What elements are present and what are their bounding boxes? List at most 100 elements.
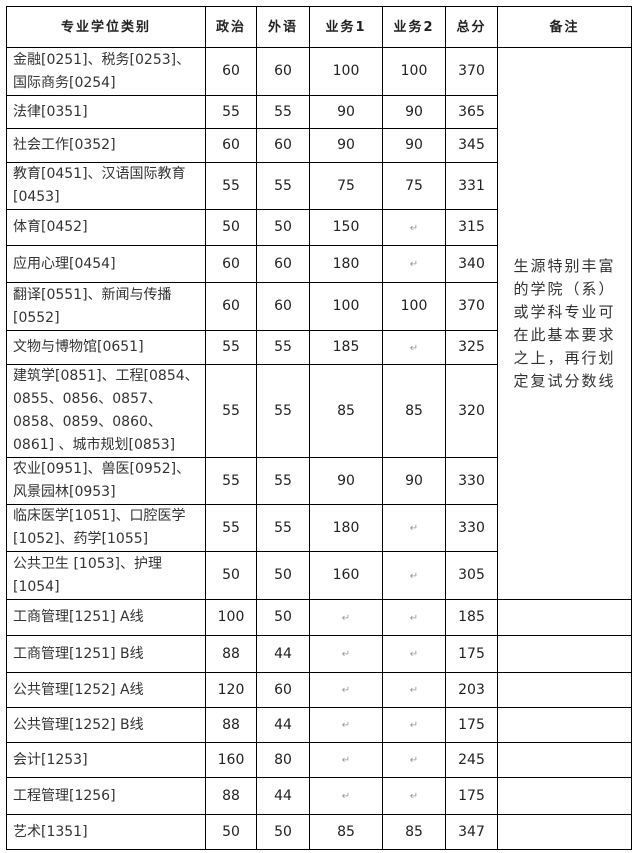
category-cell: 公共卫生 [1053]、护理[1054]	[6, 551, 206, 600]
language-cell: 55	[256, 95, 310, 129]
total-cell: 370	[445, 282, 498, 331]
total-cell: 175	[445, 635, 498, 673]
remark-cell-empty	[497, 599, 632, 636]
subject1-cell: 150	[309, 209, 383, 246]
language-cell: 44	[256, 635, 310, 673]
total-cell: 203	[445, 672, 498, 708]
politics-cell: 55	[205, 162, 257, 210]
category-cell: 公共管理[1252] A线	[6, 672, 206, 708]
politics-cell: 55	[205, 330, 257, 365]
category-cell: 临床医学[1051]、口腔医学[1052]、药学[1055]	[6, 504, 206, 552]
language-cell: 60	[256, 47, 310, 96]
subject2-cell: 90	[382, 128, 446, 163]
total-cell: 175	[445, 707, 498, 743]
subject1-cell: 100	[309, 47, 383, 96]
politics-cell: 88	[205, 707, 257, 743]
language-cell: 55	[256, 330, 310, 365]
language-cell: 55	[256, 364, 310, 458]
table-row: 金融[0251]、税务[0253]、国际商务[0254] 60 60 100 100 37…	[6, 47, 632, 600]
language-cell: 60	[256, 282, 310, 331]
remark-cell-empty	[497, 814, 632, 850]
table-row: 公共卫生 [1053]、护理[1054]5050160305	[6, 551, 632, 600]
language-cell: 44	[256, 777, 310, 815]
subject2-cell	[382, 551, 446, 600]
subject1-cell: 85	[309, 364, 383, 458]
category-cell: 工商管理[1251] B线	[6, 635, 206, 673]
language-cell: 50	[256, 599, 310, 636]
total-cell: 185	[445, 599, 498, 636]
category-cell: 教育[0451]、汉语国际教育[0453]	[6, 162, 206, 210]
total-cell: 340	[445, 245, 498, 283]
category-cell: 应用心理[0454]	[6, 245, 206, 283]
table-row: 艺术[1351] 50 50 85 85 347	[6, 814, 632, 850]
subject2-cell: 85	[382, 364, 446, 458]
subject2-cell	[382, 635, 446, 673]
politics-cell: 55	[205, 364, 257, 458]
language-cell: 55	[256, 162, 310, 210]
subject2-cell: 90	[382, 457, 446, 505]
table-row: 应用心理[0454]6060180340	[6, 245, 632, 283]
subject1-cell: 100	[309, 282, 383, 331]
total-cell: 175	[445, 777, 498, 815]
language-cell: 50	[256, 209, 310, 246]
remark-cell-empty	[497, 777, 632, 815]
header-category: 专业学位类别	[6, 6, 206, 48]
category-cell: 艺术[1351]	[6, 814, 206, 850]
total-cell: 347	[445, 814, 498, 850]
subject2-cell: 75	[382, 162, 446, 210]
total-cell: 370	[445, 47, 498, 96]
subject1-cell	[309, 707, 383, 743]
total-cell: 345	[445, 128, 498, 163]
subject1-cell	[309, 672, 383, 708]
politics-cell: 55	[205, 95, 257, 129]
subject2-cell: 100	[382, 282, 446, 331]
subject1-cell: 75	[309, 162, 383, 210]
language-cell: 60	[256, 672, 310, 708]
category-cell: 农业[0951]、兽医[0952]、风景园林[0953]	[6, 457, 206, 505]
politics-cell: 55	[205, 457, 257, 505]
subject2-cell	[382, 209, 446, 246]
subject2-cell	[382, 599, 446, 636]
subject1-cell: 180	[309, 245, 383, 283]
politics-cell: 60	[205, 282, 257, 331]
subject2-cell	[382, 707, 446, 743]
subject1-cell: 90	[309, 457, 383, 505]
subject1-cell	[309, 599, 383, 636]
politics-cell: 55	[205, 504, 257, 552]
subject1-cell: 160	[309, 551, 383, 600]
table-row: 农业[0951]、兽医[0952]、风景园林[0953] 55 55 90 90 330	[6, 457, 632, 505]
subject2-cell: 85	[382, 814, 446, 850]
subject1-cell: 180	[309, 504, 383, 552]
total-cell: 315	[445, 209, 498, 246]
total-cell: 365	[445, 95, 498, 129]
politics-cell: 120	[205, 672, 257, 708]
politics-cell: 50	[205, 551, 257, 600]
language-cell: 50	[256, 814, 310, 850]
politics-cell: 88	[205, 635, 257, 673]
subject2-cell	[382, 504, 446, 552]
language-cell: 80	[256, 742, 310, 778]
language-cell: 60	[256, 245, 310, 283]
subject2-cell: 90	[382, 95, 446, 129]
header-politics: 政治	[205, 6, 257, 48]
politics-cell: 50	[205, 209, 257, 246]
category-cell: 法律[0351]	[6, 95, 206, 129]
subject1-cell	[309, 742, 383, 778]
subject2-cell: 100	[382, 47, 446, 96]
table-row: 教育[0451]、汉语国际教育[0453] 55 55 75 75 331	[6, 162, 632, 210]
category-cell: 体育[0452]	[6, 209, 206, 246]
category-cell: 工商管理[1251] A线	[6, 599, 206, 636]
subject2-cell	[382, 245, 446, 283]
politics-cell: 88	[205, 777, 257, 815]
remark-cell-empty	[497, 635, 632, 673]
total-cell: 325	[445, 330, 498, 365]
total-cell: 320	[445, 364, 498, 458]
category-cell: 工程管理[1256]	[6, 777, 206, 815]
subject2-cell	[382, 330, 446, 365]
total-cell: 305	[445, 551, 498, 600]
table-row: 临床医学[1051]、口腔医学[1052]、药学[1055]5555180330	[6, 504, 632, 552]
